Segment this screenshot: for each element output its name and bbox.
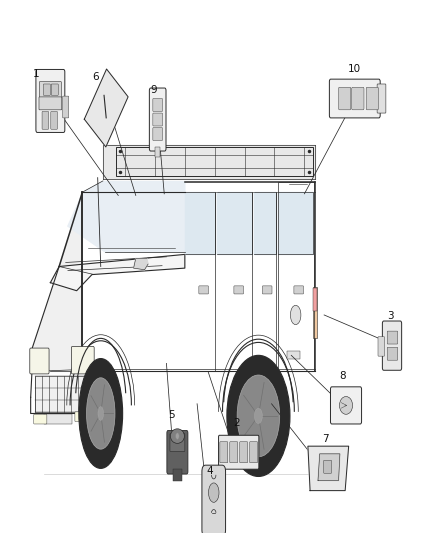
FancyBboxPatch shape: [39, 97, 62, 110]
FancyBboxPatch shape: [324, 461, 332, 473]
FancyBboxPatch shape: [366, 87, 378, 110]
FancyBboxPatch shape: [339, 87, 351, 110]
Text: 7: 7: [321, 434, 328, 444]
FancyBboxPatch shape: [199, 286, 208, 294]
Polygon shape: [50, 254, 185, 290]
Polygon shape: [68, 182, 185, 252]
FancyBboxPatch shape: [39, 82, 61, 98]
FancyBboxPatch shape: [173, 469, 182, 481]
FancyBboxPatch shape: [382, 321, 402, 370]
FancyBboxPatch shape: [234, 286, 244, 294]
FancyBboxPatch shape: [149, 88, 166, 151]
Polygon shape: [32, 192, 82, 372]
FancyBboxPatch shape: [153, 127, 162, 141]
Ellipse shape: [227, 356, 290, 477]
Circle shape: [290, 305, 301, 325]
FancyBboxPatch shape: [43, 84, 50, 95]
Ellipse shape: [79, 359, 123, 469]
FancyBboxPatch shape: [219, 435, 259, 469]
Text: 5: 5: [168, 410, 175, 420]
Ellipse shape: [170, 429, 184, 443]
FancyBboxPatch shape: [42, 111, 49, 129]
FancyBboxPatch shape: [313, 287, 317, 337]
FancyBboxPatch shape: [250, 442, 258, 463]
FancyBboxPatch shape: [36, 69, 65, 132]
FancyBboxPatch shape: [35, 376, 85, 412]
Polygon shape: [134, 259, 148, 270]
FancyBboxPatch shape: [240, 442, 247, 463]
Text: 8: 8: [339, 371, 346, 381]
FancyBboxPatch shape: [330, 387, 362, 424]
FancyBboxPatch shape: [377, 84, 386, 113]
FancyBboxPatch shape: [387, 348, 398, 360]
FancyBboxPatch shape: [153, 99, 162, 111]
FancyBboxPatch shape: [329, 79, 380, 118]
Polygon shape: [217, 192, 252, 254]
FancyBboxPatch shape: [155, 147, 160, 157]
Polygon shape: [308, 446, 349, 490]
FancyBboxPatch shape: [294, 286, 304, 294]
Text: 4: 4: [207, 466, 214, 477]
FancyBboxPatch shape: [71, 346, 94, 374]
FancyBboxPatch shape: [30, 348, 49, 374]
Polygon shape: [278, 192, 313, 254]
Text: 10: 10: [347, 64, 360, 74]
Text: 9: 9: [151, 85, 158, 95]
FancyBboxPatch shape: [230, 442, 238, 463]
Circle shape: [208, 483, 219, 502]
FancyBboxPatch shape: [202, 465, 226, 533]
Polygon shape: [318, 454, 340, 481]
FancyBboxPatch shape: [170, 434, 185, 451]
Ellipse shape: [339, 397, 353, 414]
FancyBboxPatch shape: [153, 113, 162, 126]
Polygon shape: [103, 146, 315, 179]
FancyBboxPatch shape: [378, 337, 385, 356]
FancyBboxPatch shape: [51, 111, 57, 129]
Polygon shape: [185, 192, 215, 254]
FancyBboxPatch shape: [387, 331, 398, 344]
FancyBboxPatch shape: [352, 87, 364, 110]
Ellipse shape: [237, 375, 280, 457]
Circle shape: [176, 433, 179, 439]
Polygon shape: [84, 69, 128, 147]
FancyBboxPatch shape: [63, 96, 69, 118]
FancyBboxPatch shape: [167, 431, 188, 474]
Text: 6: 6: [92, 72, 99, 83]
FancyBboxPatch shape: [313, 288, 317, 311]
FancyBboxPatch shape: [262, 286, 272, 294]
FancyBboxPatch shape: [220, 442, 228, 463]
Text: 3: 3: [387, 311, 394, 321]
Ellipse shape: [87, 378, 115, 449]
FancyBboxPatch shape: [44, 414, 72, 424]
Ellipse shape: [254, 408, 262, 424]
FancyBboxPatch shape: [51, 84, 58, 95]
Polygon shape: [254, 192, 276, 254]
Text: 1: 1: [32, 69, 39, 79]
Text: 2: 2: [233, 418, 240, 428]
FancyBboxPatch shape: [34, 414, 47, 424]
Ellipse shape: [98, 407, 103, 421]
FancyBboxPatch shape: [287, 351, 300, 359]
FancyBboxPatch shape: [75, 412, 90, 422]
